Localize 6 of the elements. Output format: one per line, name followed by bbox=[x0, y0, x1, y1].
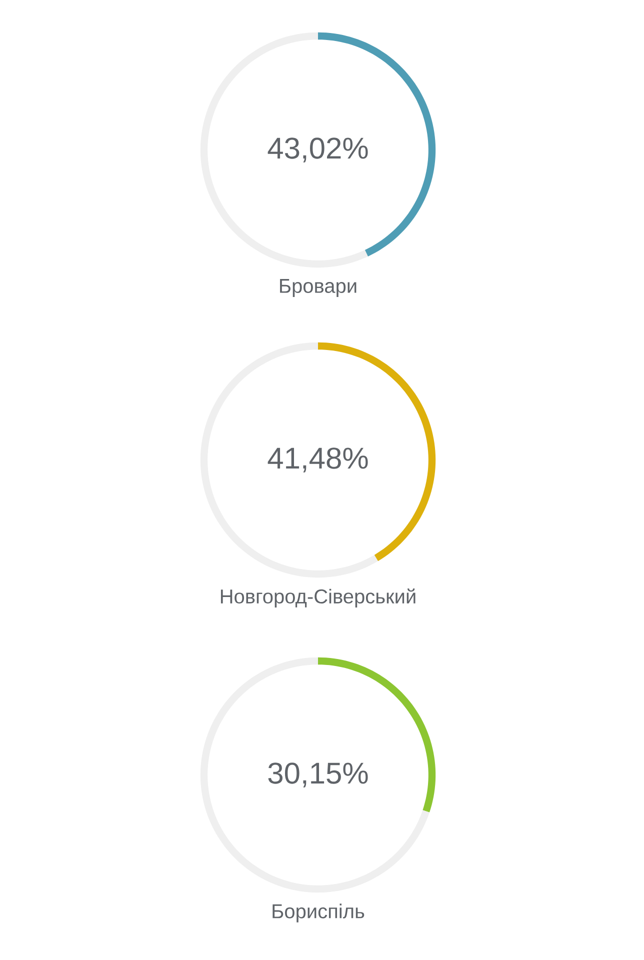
data-label: 43,02% bbox=[268, 138, 368, 162]
text: Бровари bbox=[280, 279, 356, 297]
data-label: 41,48% bbox=[268, 448, 368, 472]
data-label: 30,15% bbox=[268, 762, 368, 788]
text: Бориспіль bbox=[272, 904, 364, 922]
text: Новгород-Сіверський bbox=[220, 588, 416, 608]
